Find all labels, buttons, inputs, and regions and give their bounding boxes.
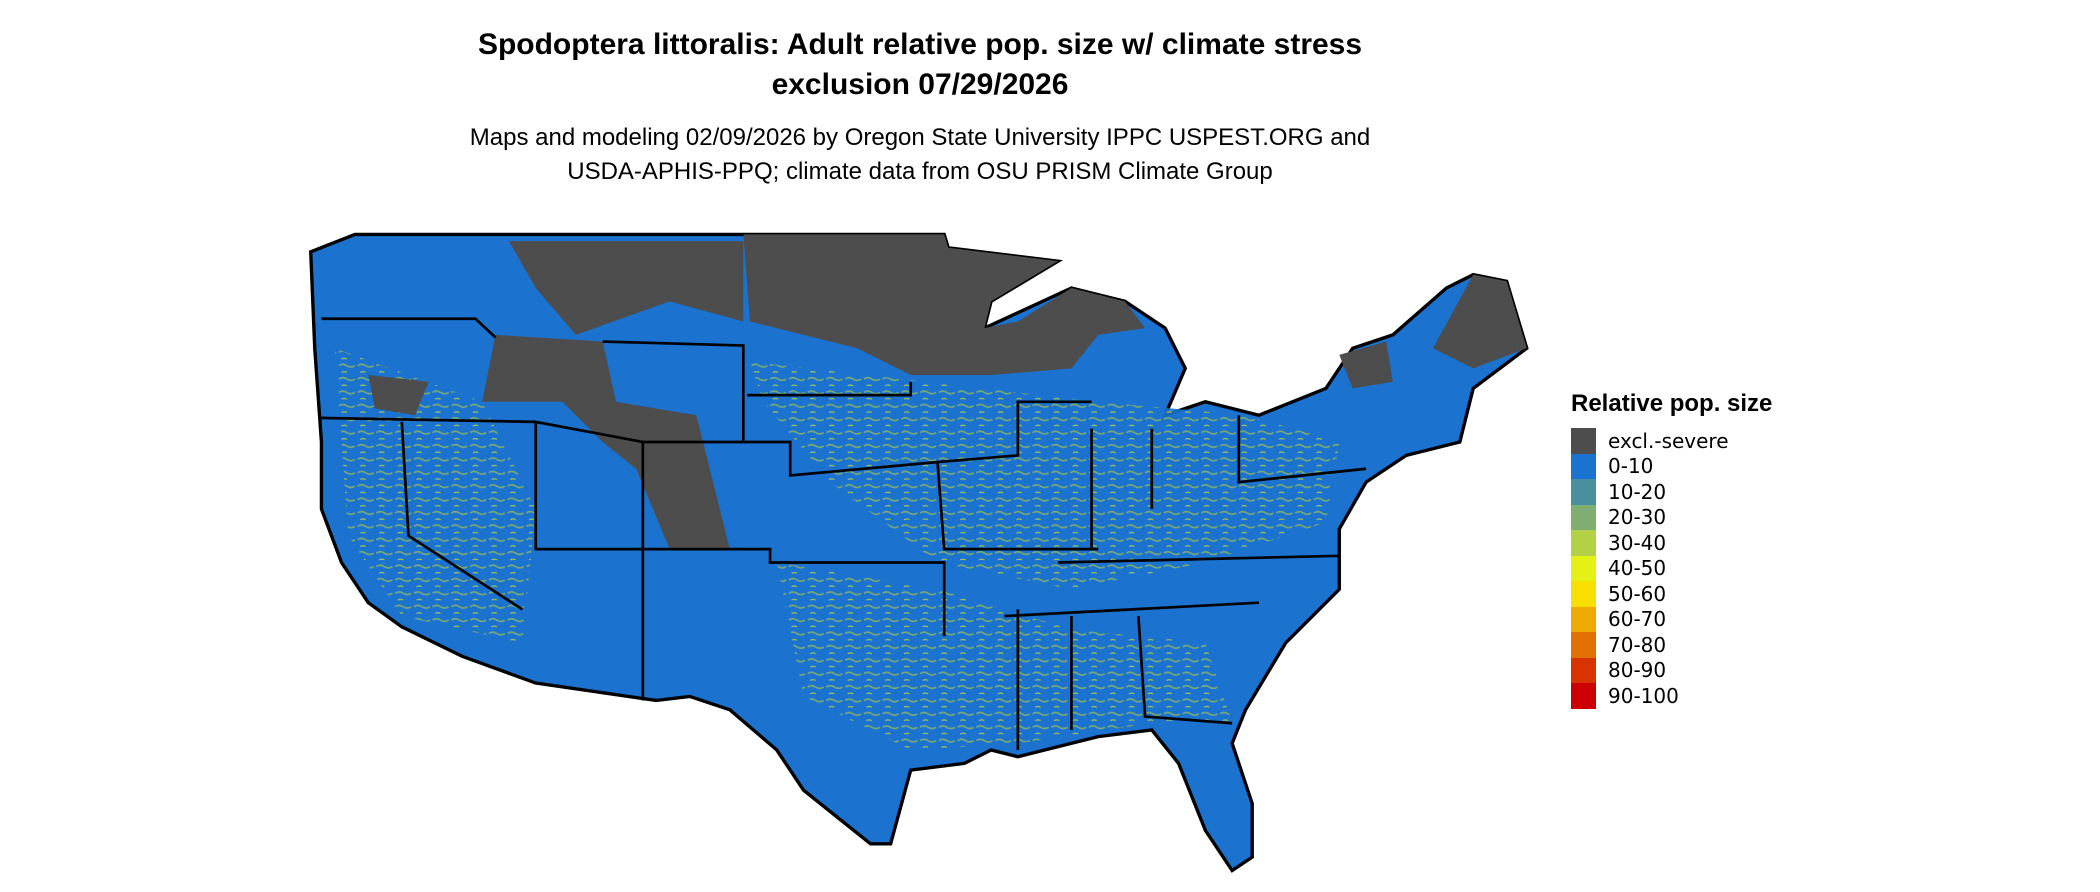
legend-swatch (1571, 530, 1596, 556)
legend-item: 10-20 (1571, 479, 1772, 505)
legend-items: excl.-severe 0-10 10-20 20-30 30-40 40-50 50-6… (1571, 428, 1772, 709)
legend-item: 20-30 (1571, 504, 1772, 530)
legend-item: 50-60 (1571, 581, 1772, 607)
legend-label: 40-50 (1608, 556, 1667, 581)
legend-swatch (1571, 606, 1596, 632)
legend-swatch (1571, 657, 1596, 683)
legend-swatch (1571, 453, 1596, 479)
legend-item: 90-100 (1571, 683, 1772, 709)
legend-swatch (1571, 632, 1596, 658)
legend-label: 60-70 (1608, 607, 1667, 632)
legend-label: 30-40 (1608, 530, 1667, 555)
legend-item: 40-50 (1571, 555, 1772, 581)
state-borders (318, 317, 1367, 751)
legend-label: 80-90 (1608, 658, 1667, 683)
legend-title: Relative pop. size (1571, 390, 1773, 417)
legend-swatch (1571, 555, 1596, 581)
legend-label: 70-80 (1608, 632, 1667, 657)
legend-item: excl.-severe (1571, 428, 1772, 454)
legend-label: 50-60 (1608, 581, 1667, 606)
legend-label: 90-100 (1608, 683, 1679, 708)
map-title-line2: exclusion 07/29/2026 (771, 68, 1069, 101)
legend-item: 30-40 (1571, 530, 1772, 556)
legend-item: 0-10 (1571, 453, 1772, 479)
subtitle-line2: USDA-APHIS-PPQ; climate data from OSU PR… (567, 158, 1273, 185)
climate-exclusion-areas (368, 234, 1527, 550)
suitability-patches (334, 348, 1340, 751)
legend-label: 0-10 (1608, 454, 1654, 479)
legend-item: 70-80 (1571, 632, 1772, 658)
legend-item: 80-90 (1571, 657, 1772, 683)
legend-swatch (1571, 581, 1596, 607)
legend-swatch (1571, 504, 1596, 530)
legend-swatch (1571, 683, 1596, 709)
legend-item: 60-70 (1571, 606, 1772, 632)
legend-label: 20-30 (1608, 505, 1667, 530)
subtitle-line1: Maps and modeling 02/09/2026 by Oregon S… (469, 124, 1371, 151)
map-title-line1: Spodoptera littoralis: Adult relative po… (477, 28, 1363, 61)
legend-label: 10-20 (1608, 479, 1667, 504)
legend-label: excl.-severe (1608, 428, 1729, 453)
legend: Relative pop. size excl.-severe 0-10 10-20… (1571, 390, 1772, 709)
legend-swatch (1571, 428, 1596, 454)
legend-swatch (1571, 479, 1596, 505)
